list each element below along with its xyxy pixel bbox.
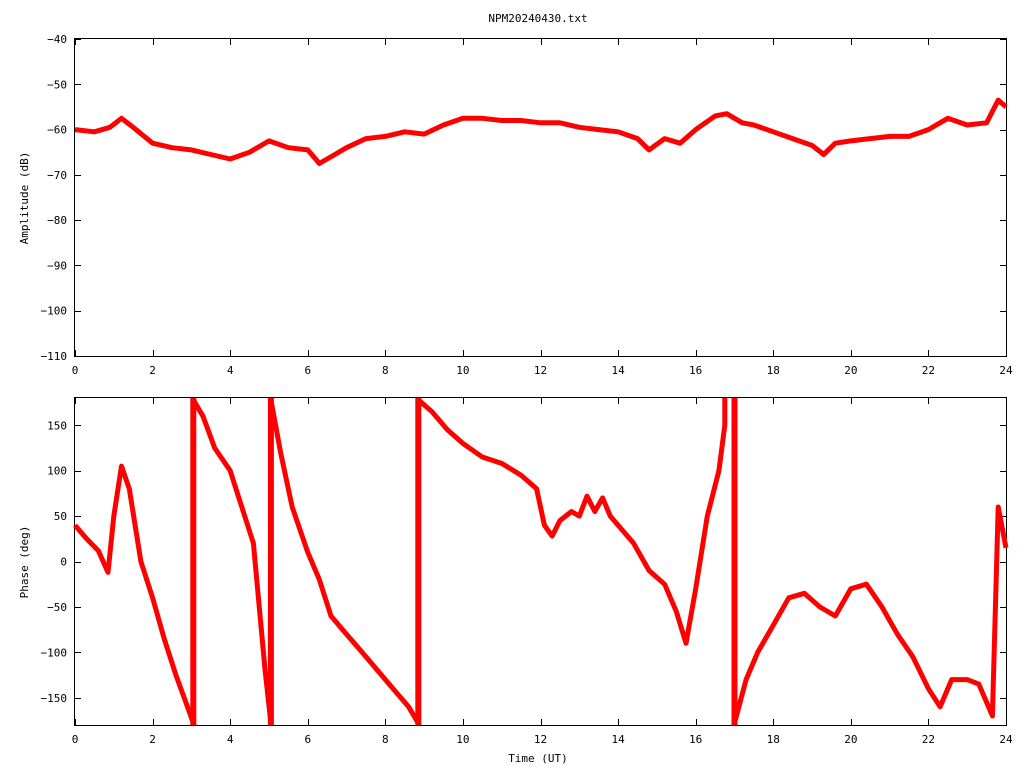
amplitude-y-tick-label: −80 [47,214,67,227]
amplitude-x-tick-label: 6 [304,364,311,377]
phase-series-line [73,397,1009,725]
phase-plot-frame [74,397,1007,726]
phase-x-tick-label: 20 [844,733,857,746]
phase-wrap-band [415,398,422,725]
phase-x-tick-label: 10 [456,733,469,746]
amplitude-x-tick-label: 12 [534,364,547,377]
amplitude-y-tick-label: −40 [47,33,67,46]
phase-y-tick-label: 50 [54,510,67,523]
amplitude-series-line [74,97,1008,166]
amplitude-x-tick-label: 8 [382,364,389,377]
amplitude-x-tick-label: 14 [611,364,625,377]
phase-y-tick-label: 100 [47,465,67,478]
amplitude-plot-frame [74,38,1007,357]
phase-x-tick-label: 18 [767,733,780,746]
phase-wrap-band [267,398,274,725]
amplitude-y-tick-label: −60 [47,124,67,137]
amplitude-y-tick-label: −100 [41,305,68,318]
amplitude-x-tick-label: 16 [689,364,702,377]
phase-series [73,397,1009,725]
amplitude-y-tick-label: −50 [47,78,67,91]
phase-wrap-band [190,398,197,725]
phase-x-tick-label: 2 [149,733,156,746]
phase-x-tick-label: 0 [72,733,79,746]
amplitude-series [74,97,1008,166]
amplitude-x-tick-label: 22 [922,364,935,377]
phase-wrap-band [731,398,738,725]
amplitude-y-tick-label: −70 [47,169,67,182]
phase-x-tick-label: 6 [304,733,311,746]
phase-x-axis-label: Time (UT) [508,752,568,765]
amplitude-y-axis-label: Amplitude (dB) [18,152,31,245]
phase-y-axis-label: Phase (deg) [18,526,31,599]
amplitude-y-tick-label: −90 [47,259,67,272]
phase-y-tick-label: 150 [47,419,67,432]
phase-y-tick-label: −50 [47,601,67,614]
phase-y-tick-label: 0 [60,556,67,569]
amplitude-x-tick-label: 10 [456,364,469,377]
phase-y-tick-label: −150 [41,692,68,705]
phase-x-tick-label: 14 [611,733,625,746]
amplitude-axis-ticks: 0 2 4 6 8 10 12 14 16 18 20 22 24−40−50−60−70−80−90−… [41,33,1013,377]
phase-x-tick-label: 8 [382,733,389,746]
phase-y-tick-label: −100 [41,646,68,659]
amplitude-y-tick-label: −110 [41,350,68,363]
amplitude-x-tick-label: 20 [844,364,857,377]
phase-x-tick-label: 24 [999,733,1013,746]
phase-x-tick-label: 16 [689,733,702,746]
amplitude-x-tick-label: 18 [767,364,780,377]
phase-x-tick-label: 22 [922,733,935,746]
amplitude-panel: 0 2 4 6 8 10 12 14 16 18 20 22 24−40−50−60−70−80−90−… [18,33,1013,377]
amplitude-x-tick-label: 0 [72,364,79,377]
phase-x-tick-label: 12 [534,733,547,746]
amplitude-x-tick-label: 4 [227,364,234,377]
phase-panel: 0 2 4 6 8 10 12 14 16 18 20 22 24150100500−50−100−15… [18,397,1013,765]
phase-x-tick-label: 4 [227,733,234,746]
amplitude-x-tick-label: 24 [999,364,1013,377]
chart-title: NPM20240430.txt [488,12,587,25]
phase-axis-ticks: 0 2 4 6 8 10 12 14 16 18 20 22 24150100500−50−100−15… [41,398,1013,746]
amplitude-x-tick-label: 2 [149,364,156,377]
